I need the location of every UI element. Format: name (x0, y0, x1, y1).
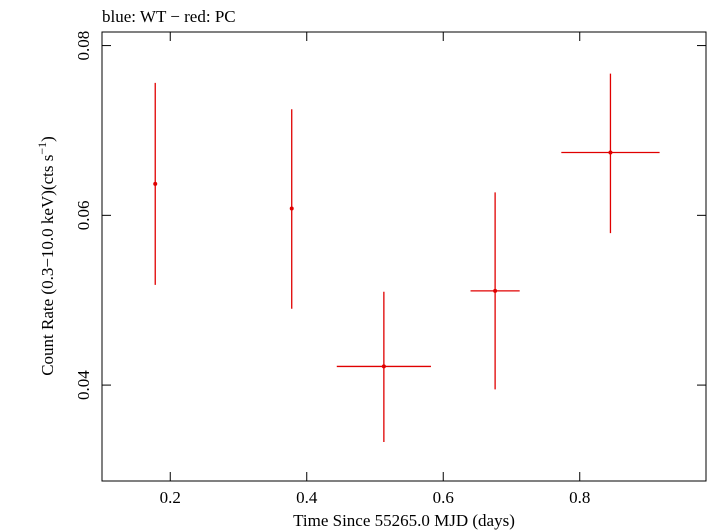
y-axis-title: Count Rate (0.3−10.0 keV)(cts s−1) (35, 136, 57, 376)
data-point (336, 291, 431, 442)
x-tick-label: 0.6 (433, 488, 454, 507)
y-axis-title-main: Count Rate (0.3−10.0 keV)(cts s (38, 155, 57, 376)
x-tick-label: 0.2 (160, 488, 181, 507)
data-marker (153, 181, 158, 186)
x-axis: 0.2 0.4 0.6 0.8 (160, 32, 590, 507)
chart-title: blue: WT − red: PC (102, 7, 236, 26)
data-series (153, 73, 660, 442)
y-tick-label: 0.04 (74, 370, 93, 400)
y-tick-label: 0.08 (74, 31, 93, 61)
data-marker (608, 150, 613, 155)
data-point (153, 82, 158, 285)
x-tick-label: 0.4 (296, 488, 318, 507)
data-marker (381, 364, 386, 369)
y-axis: 0.04 0.06 0.08 (74, 31, 706, 400)
data-marker (493, 288, 498, 293)
y-axis-title-end: ) (38, 136, 57, 142)
plot-frame (101, 31, 707, 482)
data-point (561, 73, 660, 234)
y-axis-title-sup: −1 (35, 142, 49, 155)
data-point (470, 192, 520, 390)
data-point (289, 109, 294, 309)
y-tick-label: 0.06 (74, 200, 93, 230)
x-tick-label: 0.8 (569, 488, 590, 507)
data-marker (289, 206, 294, 211)
x-axis-title: Time Since 55265.0 MJD (days) (293, 511, 515, 530)
